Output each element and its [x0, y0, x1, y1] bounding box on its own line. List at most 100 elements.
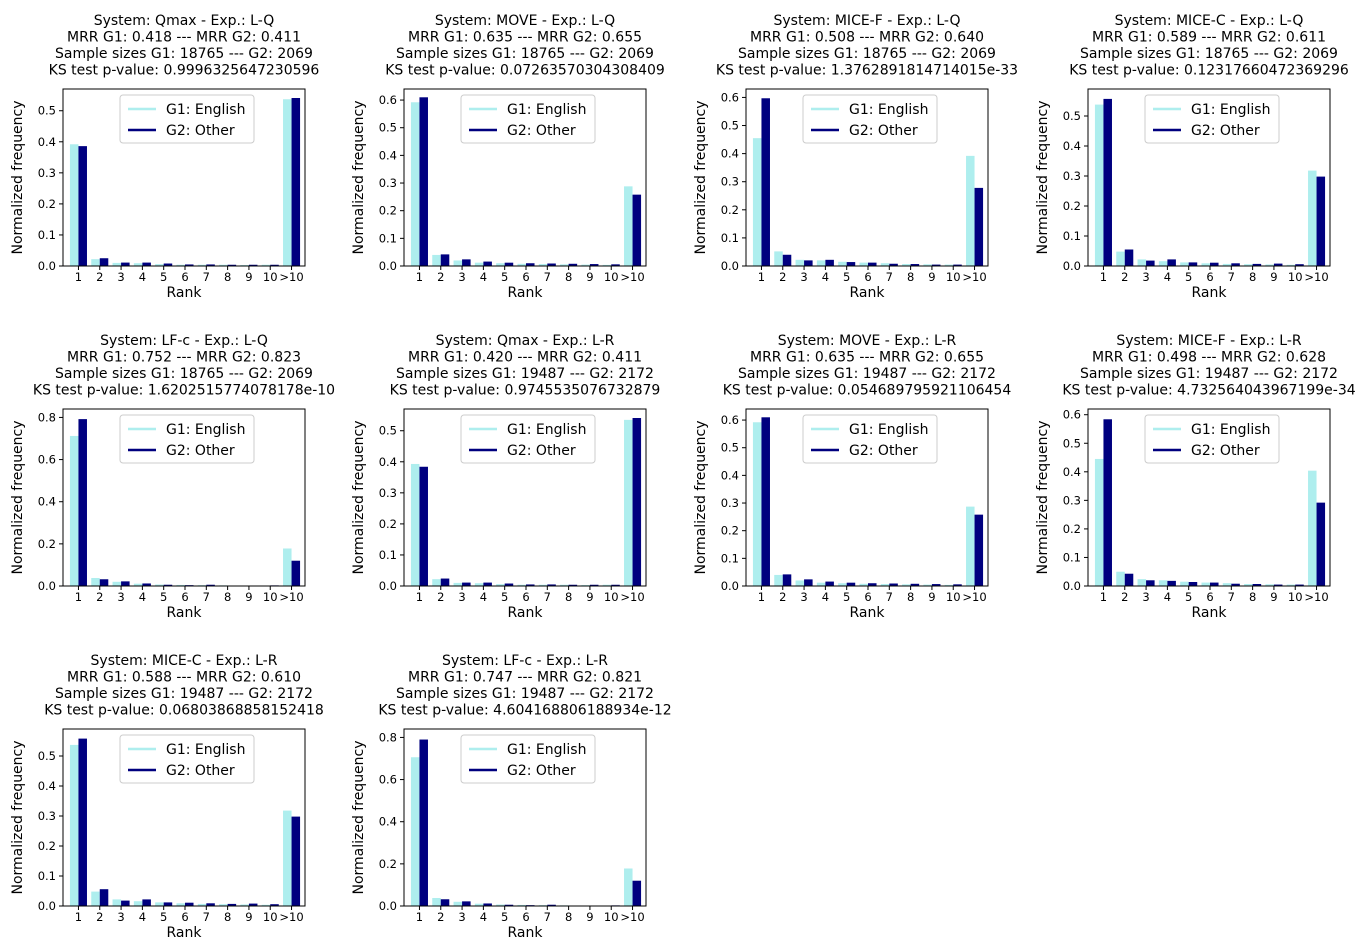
x-tick-label: 7	[544, 270, 551, 284]
y-axis-label: Normalized frequency	[1035, 420, 1051, 574]
y-tick-label: 0.6	[721, 413, 739, 427]
bar-g2	[504, 262, 514, 266]
x-tick-label: 8	[224, 910, 231, 924]
subplot-title-line: System: LF-c - Exp.: L-Q	[100, 333, 268, 349]
y-tick-label: 0.1	[1063, 229, 1081, 243]
bar-g2	[227, 264, 237, 266]
y-tick-label: 0.4	[379, 455, 397, 469]
legend-label: G1: English	[507, 422, 586, 438]
subplot-title-line: Sample sizes G1: 19487 --- G2: 2172	[55, 686, 313, 702]
x-axis-label: Rank	[1192, 605, 1228, 621]
x-tick-label: 8	[565, 590, 572, 604]
bar-g2	[632, 418, 642, 586]
x-tick-label: >10	[620, 590, 644, 604]
bar-g2	[889, 263, 898, 266]
bar-g2	[931, 584, 941, 586]
x-tick-label: 1	[758, 590, 765, 604]
bar-g2	[782, 254, 792, 266]
bar-g2	[1273, 263, 1283, 266]
bar-g2	[440, 899, 450, 906]
subplot-title-line: KS test p-value: 0.12317660472369296	[1069, 63, 1349, 79]
x-tick-label: 1	[1100, 590, 1107, 604]
x-tick-label: 9	[586, 590, 593, 604]
y-tick-label: 0.0	[721, 259, 739, 273]
bar-g2	[547, 904, 556, 906]
bar-g1	[112, 581, 122, 586]
bar-g2	[440, 578, 450, 586]
bar-g1	[133, 583, 143, 586]
bar-g2	[632, 194, 642, 266]
x-tick-label: 5	[160, 910, 167, 924]
x-tick-label: >10	[962, 590, 986, 604]
y-tick-label: 0.1	[379, 231, 397, 245]
subplot-title-line: MRR G1: 0.635 --- MRR G2: 0.655	[408, 30, 642, 46]
x-tick-label: 4	[480, 590, 487, 604]
bar-g2	[868, 583, 877, 586]
x-tick-label: 1	[416, 910, 423, 924]
bar-g1	[517, 584, 526, 586]
x-tick-label: 7	[544, 590, 551, 604]
bar-g2	[804, 579, 813, 586]
bar-g1	[496, 584, 505, 586]
x-tick-label: >10	[962, 270, 986, 284]
bar-g1	[453, 260, 463, 266]
bar-g2	[121, 900, 130, 906]
bar-g2	[589, 264, 599, 266]
subplot-title-line: System: MICE-F - Exp.: L-Q	[773, 13, 960, 29]
legend-label: G2: Other	[507, 123, 576, 139]
bar-g1	[1116, 251, 1125, 266]
bar-g1	[602, 584, 612, 586]
bar-g1	[517, 263, 526, 266]
axes-frame	[403, 408, 647, 587]
x-tick-label: 5	[843, 590, 850, 604]
y-tick-label: 0.4	[379, 815, 397, 829]
legend: G1: English G2: Other	[802, 94, 938, 144]
bar-g2	[846, 262, 856, 266]
bar-g1	[410, 463, 420, 586]
bar-g1	[880, 263, 890, 266]
subplot-title-line: MRR G1: 0.747 --- MRR G2: 0.821	[408, 670, 642, 686]
x-tick-label: 2	[96, 910, 103, 924]
subplot-title-line: MRR G1: 0.589 --- MRR G2: 0.611	[1092, 30, 1326, 46]
y-axis-label: Normalized frequency	[10, 100, 26, 254]
bar-g2	[462, 259, 471, 266]
subplot-title-line: System: LF-c - Exp.: L-R	[442, 653, 608, 669]
bar-g1	[155, 584, 164, 586]
x-tick-label: 7	[886, 270, 893, 284]
bar-g1	[91, 891, 100, 906]
y-tick-label: 0.1	[379, 548, 397, 562]
bar-g2	[1231, 263, 1240, 266]
bar-g1	[538, 264, 548, 266]
x-tick-label: 1	[75, 910, 82, 924]
x-tick-label: 10	[604, 270, 619, 284]
bar-g2	[526, 263, 535, 266]
x-tick-label: 9	[245, 590, 252, 604]
bar-g2	[1188, 582, 1198, 586]
bar-g1	[410, 102, 420, 267]
x-tick-label: 5	[843, 270, 850, 284]
axes-frame	[62, 408, 306, 587]
bar-g2	[611, 264, 620, 266]
bar-g1	[1222, 263, 1232, 266]
x-tick-label: 4	[1164, 590, 1171, 604]
subplot-title-line: KS test p-value: 0.054689795921106454	[723, 383, 1012, 399]
bar-g2	[1124, 573, 1134, 586]
y-axis-label: Normalized frequency	[693, 420, 709, 574]
bar-g2	[1316, 502, 1326, 586]
y-axis-label: Normalized frequency	[351, 740, 367, 894]
x-tick-label: 6	[181, 910, 188, 924]
bar-g1	[602, 264, 612, 266]
y-tick-label: 0.0	[1063, 579, 1081, 593]
y-tick-label: 0.1	[721, 551, 739, 565]
bar-g2	[1316, 176, 1326, 266]
subplot-title-line: Sample sizes G1: 19487 --- G2: 2172	[396, 686, 654, 702]
x-axis-label: Rank	[167, 285, 203, 301]
bar-g2	[121, 262, 130, 266]
bar-g1	[1244, 584, 1253, 586]
x-tick-label: 10	[946, 590, 961, 604]
